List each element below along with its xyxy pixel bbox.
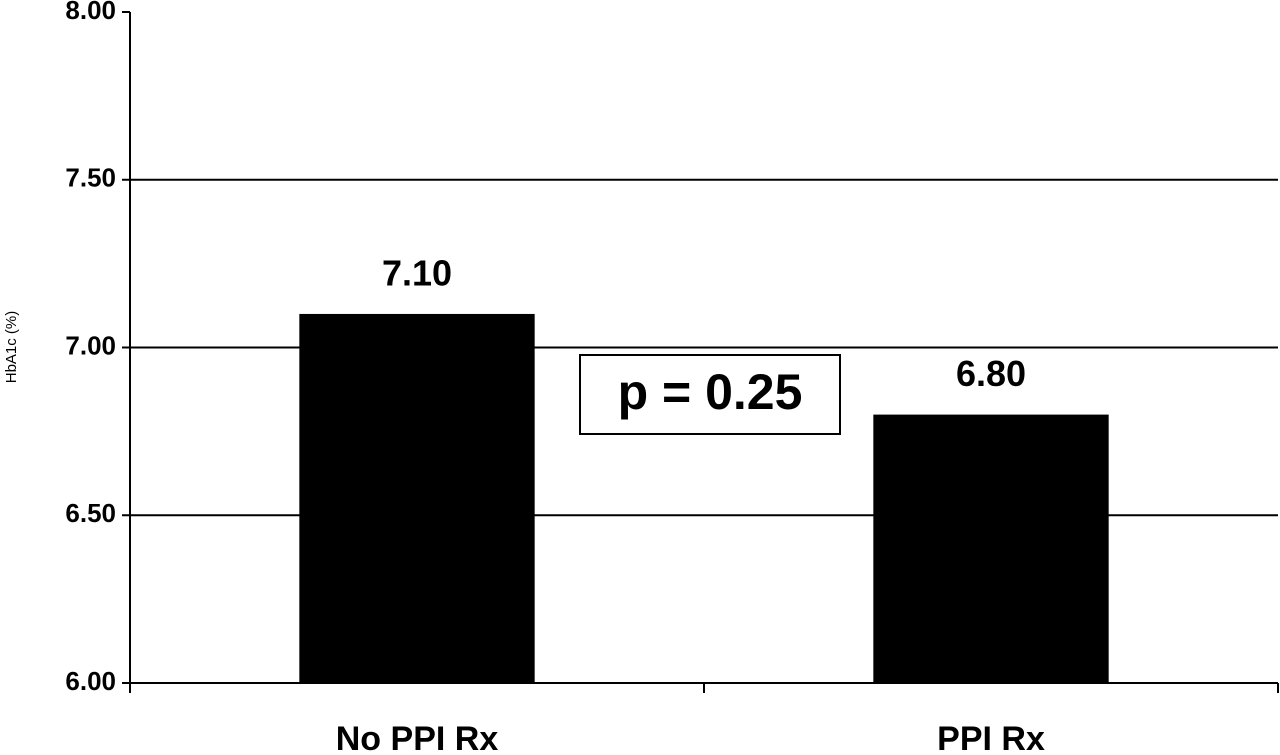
bar: [299, 313, 535, 683]
y-tick-label: 7.50: [65, 163, 116, 193]
value-label: 6.80: [956, 353, 1026, 394]
y-tick-label: 6.50: [65, 498, 116, 528]
x-tick-label: No PPI Rx: [336, 720, 499, 755]
annotation-box: [579, 354, 841, 435]
bar: [873, 414, 1109, 683]
annotation: p = 0.25: [618, 364, 803, 420]
y-tick-label: 7.00: [65, 330, 116, 360]
x-tick-label: PPI Rx: [937, 720, 1045, 755]
y-tick-label: 6.00: [65, 666, 116, 696]
y-tick-label: 8.00: [65, 0, 116, 25]
value-label: 7.10: [382, 252, 452, 293]
y-axis-label: HbA1c (%): [3, 311, 20, 384]
